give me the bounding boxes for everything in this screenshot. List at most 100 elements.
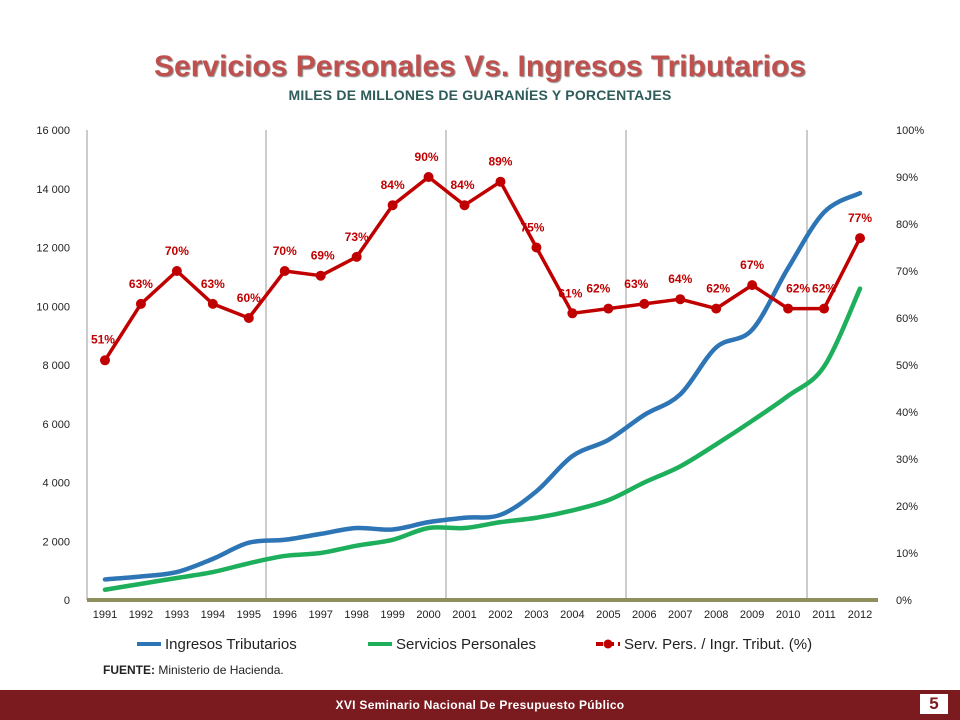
y-right-tick-label: 70% xyxy=(896,266,918,278)
y-right-tick-label: 10% xyxy=(896,548,918,560)
ratio-data-label: 75% xyxy=(520,221,544,235)
x-tick-label: 1995 xyxy=(237,609,261,621)
y-right-tick-label: 50% xyxy=(896,360,918,372)
x-tick-label: 1994 xyxy=(201,609,225,621)
x-tick-label: 2007 xyxy=(668,609,692,621)
ratio-point xyxy=(495,176,506,187)
ratio-data-label: 60% xyxy=(237,291,261,305)
ratio-data-label: 61% xyxy=(558,286,582,300)
y-left-tick-label: 4 000 xyxy=(42,478,70,490)
x-tick-label: 1999 xyxy=(380,609,404,621)
x-tick-label: 1992 xyxy=(129,609,153,621)
x-tick-label: 2008 xyxy=(704,609,728,621)
y-left-tick-label: 2 000 xyxy=(42,536,70,548)
ratio-data-label: 67% xyxy=(740,258,764,272)
ratio-point xyxy=(783,303,794,314)
ratio-data-label: 63% xyxy=(129,277,153,291)
x-tick-label: 2009 xyxy=(740,609,764,621)
footer-bar: XVI Seminario Nacional De Presupuesto Pú… xyxy=(0,690,960,720)
ratio-point xyxy=(99,355,110,366)
ratio-data-label: 62% xyxy=(812,282,836,296)
ratio-data-label: 84% xyxy=(381,178,405,192)
chart-svg: 0 2 000 4 000 6 000 8 000 10 000 12 000 14 000 1… xyxy=(36,125,924,653)
legend-servicios-personales-label: Servicios Personales xyxy=(396,636,536,653)
source-note: FUENTE: Ministerio de Hacienda. xyxy=(103,663,284,677)
ratio-point xyxy=(171,266,182,276)
y-left-tick-label: 14 000 xyxy=(36,184,70,196)
ratio-point xyxy=(243,313,254,323)
x-tick-label: 2006 xyxy=(632,609,656,621)
ratio-data-label: 73% xyxy=(345,230,369,244)
ratio-data-label: 90% xyxy=(415,150,439,164)
ratio-data-label: 62% xyxy=(586,282,610,296)
ratio-data-label: 70% xyxy=(273,244,297,258)
ratio-point xyxy=(711,303,722,314)
chart-subtitle: MILES DE MILLONES DE GUARANÍES Y PORCENT… xyxy=(288,87,672,103)
ratio-point xyxy=(747,280,758,291)
y-right-tick-label: 30% xyxy=(896,454,918,466)
ratio-point xyxy=(603,303,614,314)
ratio-data-label: 70% xyxy=(165,244,189,258)
x-axis-baseline xyxy=(87,598,878,602)
ratio-data-label: 64% xyxy=(668,272,692,286)
ratio-data-label: 51% xyxy=(91,332,115,346)
ratio-point xyxy=(207,298,218,309)
x-tick-label: 2011 xyxy=(812,609,836,621)
ratio-point xyxy=(315,270,326,281)
x-tick-label: 2003 xyxy=(524,609,548,621)
y-left-tick-label: 8 000 xyxy=(42,360,70,372)
ratio-point xyxy=(135,298,146,309)
ratio-point xyxy=(531,242,542,253)
ratio-point xyxy=(855,233,866,244)
ratio-point xyxy=(819,303,830,314)
ratio-data-label: 63% xyxy=(624,277,648,291)
ratio-data-label: 89% xyxy=(488,155,512,169)
y-right-tick-label: 0% xyxy=(896,595,912,607)
x-tick-label: 2001 xyxy=(452,609,476,621)
ratio-point xyxy=(639,298,650,309)
footer-text: XVI Seminario Nacional De Presupuesto Pú… xyxy=(335,698,625,712)
ratio-point xyxy=(351,251,362,262)
chart-title: Servicios Personales Vs. Ingresos Tribut… xyxy=(154,50,806,83)
x-tick-label: 1996 xyxy=(273,609,297,621)
x-tick-label: 1993 xyxy=(165,609,189,621)
ratio-data-label: 69% xyxy=(311,249,335,263)
y-right-tick-label: 100% xyxy=(896,125,924,137)
series-line-servicios-personales xyxy=(102,286,863,592)
ratio-data-label: 62% xyxy=(786,282,810,296)
ratio-data-label: 84% xyxy=(451,178,475,192)
y-left-tick-label: 12 000 xyxy=(36,243,70,255)
ratio-point xyxy=(675,294,686,305)
legend-ratio-marker xyxy=(603,639,613,649)
ratio-point xyxy=(423,172,434,182)
legend-ratio-label: Serv. Pers. / Ingr. Tribut. (%) xyxy=(624,636,812,653)
x-tick-label: 2012 xyxy=(848,609,872,621)
y-right-tick-label: 20% xyxy=(896,501,918,513)
legend-ingresos-tributarios-label: Ingresos Tributarios xyxy=(165,636,297,653)
ratio-data-label: 62% xyxy=(706,282,730,296)
y-left-tick-label: 6 000 xyxy=(42,419,70,431)
y-left-tick-label: 16 000 xyxy=(36,125,70,137)
y-right-tick-label: 60% xyxy=(896,313,918,325)
x-tick-label: 2010 xyxy=(776,609,800,621)
ratio-point xyxy=(279,266,290,276)
ratio-point xyxy=(567,308,578,319)
series-line-ratio xyxy=(103,175,862,362)
ratio-point xyxy=(387,200,398,211)
x-tick-label: 2000 xyxy=(416,609,440,621)
x-tick-label: 1998 xyxy=(344,609,368,621)
ratio-data-label: 63% xyxy=(201,277,225,291)
y-left-tick-label: 10 000 xyxy=(36,301,70,313)
x-tick-label: 1997 xyxy=(308,609,332,621)
x-tick-label: 2005 xyxy=(596,609,620,621)
source-label: FUENTE: xyxy=(103,663,155,677)
y-right-tick-label: 90% xyxy=(896,172,918,184)
y-right-tick-label: 80% xyxy=(896,219,918,231)
source-text: Ministerio de Hacienda. xyxy=(155,663,284,677)
page-number: 5 xyxy=(920,694,948,714)
y-left-tick-label: 0 xyxy=(64,595,70,607)
series-line-ingresos-tributarios xyxy=(102,190,863,582)
x-tick-label: 2002 xyxy=(488,609,512,621)
x-tick-label: 1991 xyxy=(93,609,117,621)
ratio-data-label: 77% xyxy=(848,211,872,225)
